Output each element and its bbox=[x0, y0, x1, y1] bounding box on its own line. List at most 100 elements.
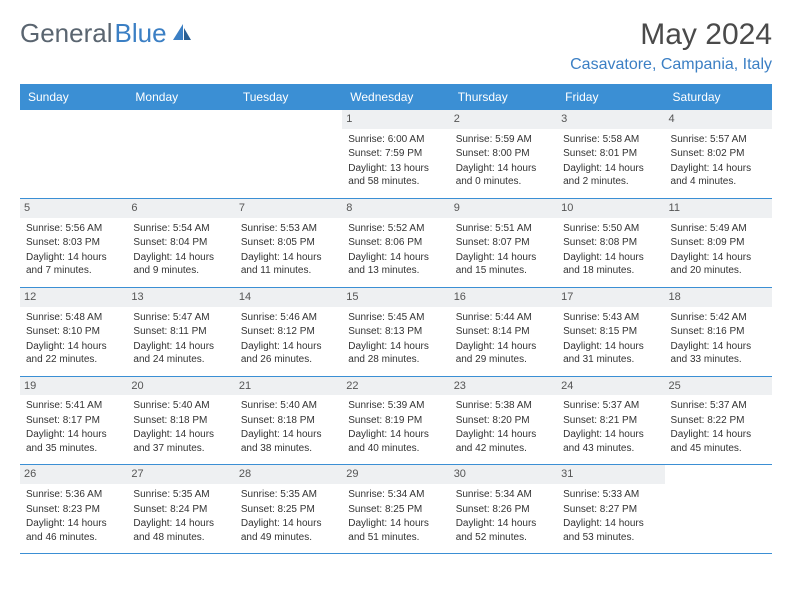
sunrise-text: Sunrise: 5:52 AM bbox=[348, 222, 443, 236]
daylight-text: Daylight: 14 hours and 7 minutes. bbox=[26, 251, 121, 278]
sunrise-text: Sunrise: 5:36 AM bbox=[26, 488, 121, 502]
sunset-text: Sunset: 8:25 PM bbox=[348, 503, 443, 517]
day-number: 3 bbox=[557, 110, 664, 129]
day-content: Sunrise: 5:54 AMSunset: 8:04 PMDaylight:… bbox=[133, 222, 228, 278]
sunrise-text: Sunrise: 5:40 AM bbox=[133, 399, 228, 413]
day-content: Sunrise: 5:44 AMSunset: 8:14 PMDaylight:… bbox=[456, 311, 551, 367]
sunrise-text: Sunrise: 5:34 AM bbox=[348, 488, 443, 502]
title-block: May 2024 Casavatore, Campania, Italy bbox=[570, 18, 772, 74]
day-content: Sunrise: 5:36 AMSunset: 8:23 PMDaylight:… bbox=[26, 488, 121, 544]
day-content: Sunrise: 5:37 AMSunset: 8:22 PMDaylight:… bbox=[671, 399, 766, 455]
day-cell: 18Sunrise: 5:42 AMSunset: 8:16 PMDayligh… bbox=[665, 287, 772, 376]
day-cell: 17Sunrise: 5:43 AMSunset: 8:15 PMDayligh… bbox=[557, 287, 664, 376]
daylight-text: Daylight: 14 hours and 35 minutes. bbox=[26, 428, 121, 455]
day-number: 28 bbox=[235, 465, 342, 484]
day-number: 19 bbox=[20, 377, 127, 396]
daylight-text: Daylight: 14 hours and 28 minutes. bbox=[348, 340, 443, 367]
day-cell: 27Sunrise: 5:35 AMSunset: 8:24 PMDayligh… bbox=[127, 465, 234, 554]
daylight-text: Daylight: 14 hours and 11 minutes. bbox=[241, 251, 336, 278]
sunset-text: Sunset: 8:12 PM bbox=[241, 325, 336, 339]
sunset-text: Sunset: 8:04 PM bbox=[133, 236, 228, 250]
day-cell: 13Sunrise: 5:47 AMSunset: 8:11 PMDayligh… bbox=[127, 287, 234, 376]
day-content: Sunrise: 5:49 AMSunset: 8:09 PMDaylight:… bbox=[671, 222, 766, 278]
day-number: 29 bbox=[342, 465, 449, 484]
sunset-text: Sunset: 8:16 PM bbox=[671, 325, 766, 339]
daylight-text: Daylight: 14 hours and 38 minutes. bbox=[241, 428, 336, 455]
day-content: Sunrise: 5:34 AMSunset: 8:25 PMDaylight:… bbox=[348, 488, 443, 544]
page-header: GeneralBlue May 2024 Casavatore, Campani… bbox=[20, 18, 772, 74]
day-number: 21 bbox=[235, 377, 342, 396]
day-cell: 29 Sunrise: 5:34 AMSunset: 8:25 PMDayligh… bbox=[342, 465, 449, 554]
week-row: 5Sunrise: 5:56 AMSunset: 8:03 PMDaylight… bbox=[20, 198, 772, 287]
sunrise-text: Sunrise: 5:43 AM bbox=[563, 311, 658, 325]
day-cell: 20Sunrise: 5:40 AMSunset: 8:18 PMDayligh… bbox=[127, 376, 234, 465]
day-number: 17 bbox=[557, 288, 664, 307]
daylight-text: Daylight: 14 hours and 0 minutes. bbox=[456, 162, 551, 189]
day-content: Sunrise: 5:56 AMSunset: 8:03 PMDaylight:… bbox=[26, 222, 121, 278]
daylight-text: Daylight: 14 hours and 26 minutes. bbox=[241, 340, 336, 367]
day-cell: 2Sunrise: 5:59 AMSunset: 8:00 PMDaylight… bbox=[450, 110, 557, 198]
sunset-text: Sunset: 8:20 PM bbox=[456, 414, 551, 428]
day-content: Sunrise: 5:35 AMSunset: 8:25 PMDaylight:… bbox=[241, 488, 336, 544]
day-number: 20 bbox=[127, 377, 234, 396]
week-row: 26Sunrise: 5:36 AMSunset: 8:23 PMDayligh… bbox=[20, 465, 772, 554]
day-number: 22 bbox=[342, 377, 449, 396]
week-row: 19 Sunrise: 5:41 AMSunset: 8:17 PMDayligh… bbox=[20, 376, 772, 465]
weekday-header: Wednesday bbox=[342, 84, 449, 110]
day-content: Sunrise: 5:33 AMSunset: 8:27 PMDaylight:… bbox=[563, 488, 658, 544]
sunset-text: Sunset: 8:17 PM bbox=[26, 414, 121, 428]
day-number: 30 bbox=[450, 465, 557, 484]
sunrise-text: Sunrise: 5:35 AM bbox=[241, 488, 336, 502]
logo-text-blue: Blue bbox=[115, 18, 167, 49]
logo-text-gray: General bbox=[20, 18, 113, 49]
sunrise-text: Sunrise: 5:48 AM bbox=[26, 311, 121, 325]
daylight-text: Daylight: 13 hours and 58 minutes. bbox=[348, 162, 443, 189]
day-cell bbox=[127, 110, 234, 198]
day-cell: 26Sunrise: 5:36 AMSunset: 8:23 PMDayligh… bbox=[20, 465, 127, 554]
sunset-text: Sunset: 7:59 PM bbox=[348, 147, 443, 161]
day-content: Sunrise: 5:50 AMSunset: 8:08 PMDaylight:… bbox=[563, 222, 658, 278]
sunset-text: Sunset: 8:05 PM bbox=[241, 236, 336, 250]
day-cell: 23Sunrise: 5:38 AMSunset: 8:20 PMDayligh… bbox=[450, 376, 557, 465]
day-number: 24 bbox=[557, 377, 664, 396]
sunset-text: Sunset: 8:27 PM bbox=[563, 503, 658, 517]
daylight-text: Daylight: 14 hours and 45 minutes. bbox=[671, 428, 766, 455]
daylight-text: Daylight: 14 hours and 13 minutes. bbox=[348, 251, 443, 278]
day-content: Sunrise: 5:41 AMSunset: 8:17 PMDaylight:… bbox=[26, 399, 121, 455]
sunrise-text: Sunrise: 5:42 AM bbox=[671, 311, 766, 325]
daylight-text: Daylight: 14 hours and 15 minutes. bbox=[456, 251, 551, 278]
day-content: Sunrise: 5:34 AMSunset: 8:26 PMDaylight:… bbox=[456, 488, 551, 544]
day-number: 23 bbox=[450, 377, 557, 396]
day-cell: 11 Sunrise: 5:49 AMSunset: 8:09 PMDayligh… bbox=[665, 198, 772, 287]
day-content: Sunrise: 5:35 AMSunset: 8:24 PMDaylight:… bbox=[133, 488, 228, 544]
sunset-text: Sunset: 8:15 PM bbox=[563, 325, 658, 339]
sunrise-text: Sunrise: 5:46 AM bbox=[241, 311, 336, 325]
daylight-text: Daylight: 14 hours and 29 minutes. bbox=[456, 340, 551, 367]
day-content: Sunrise: 5:58 AMSunset: 8:01 PMDaylight:… bbox=[563, 133, 658, 189]
sunset-text: Sunset: 8:13 PM bbox=[348, 325, 443, 339]
day-number: 4 bbox=[665, 110, 772, 129]
sunrise-text: Sunrise: 5:37 AM bbox=[563, 399, 658, 413]
day-number: 13 bbox=[127, 288, 234, 307]
daylight-text: Daylight: 14 hours and 20 minutes. bbox=[671, 251, 766, 278]
day-content: Sunrise: 5:53 AMSunset: 8:05 PMDaylight:… bbox=[241, 222, 336, 278]
daylight-text: Daylight: 14 hours and 42 minutes. bbox=[456, 428, 551, 455]
daylight-text: Daylight: 14 hours and 4 minutes. bbox=[671, 162, 766, 189]
sunset-text: Sunset: 8:08 PM bbox=[563, 236, 658, 250]
day-number: 11 bbox=[665, 199, 772, 218]
sunrise-text: Sunrise: 5:58 AM bbox=[563, 133, 658, 147]
sunset-text: Sunset: 8:18 PM bbox=[241, 414, 336, 428]
sunset-text: Sunset: 8:01 PM bbox=[563, 147, 658, 161]
day-cell bbox=[20, 110, 127, 198]
sunset-text: Sunset: 8:02 PM bbox=[671, 147, 766, 161]
daylight-text: Daylight: 14 hours and 52 minutes. bbox=[456, 517, 551, 544]
day-cell: 12Sunrise: 5:48 AMSunset: 8:10 PMDayligh… bbox=[20, 287, 127, 376]
sunset-text: Sunset: 8:25 PM bbox=[241, 503, 336, 517]
day-cell: 1Sunrise: 6:00 AMSunset: 7:59 PMDaylight… bbox=[342, 110, 449, 198]
month-title: May 2024 bbox=[570, 18, 772, 52]
day-cell: 16Sunrise: 5:44 AMSunset: 8:14 PMDayligh… bbox=[450, 287, 557, 376]
sunrise-text: Sunrise: 5:50 AM bbox=[563, 222, 658, 236]
day-number: 15 bbox=[342, 288, 449, 307]
day-content: Sunrise: 5:39 AMSunset: 8:19 PMDaylight:… bbox=[348, 399, 443, 455]
day-number: 7 bbox=[235, 199, 342, 218]
